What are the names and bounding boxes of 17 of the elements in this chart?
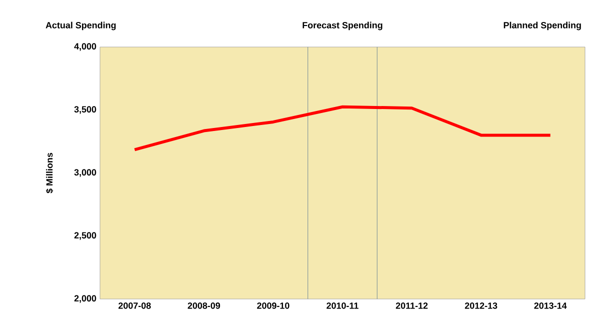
x-tick-label: 2007-08 (118, 302, 151, 309)
y-tick-label: 2,500 (74, 232, 96, 240)
x-tick-label: 2010-11 (326, 302, 358, 309)
y-tick-label: 4,000 (74, 43, 96, 51)
y-axis-title: $ Millions (46, 152, 54, 194)
text: Forecast Spending (302, 22, 382, 30)
x-tick-label: 2013-14 (534, 302, 567, 309)
line-series (133, 105, 552, 152)
text: Planned Spending (504, 22, 581, 30)
x-tick-label: 2012-13 (464, 302, 498, 309)
y-tick-label: 3,500 (74, 106, 96, 114)
x-tick-label: 2011-12 (396, 302, 428, 309)
text: Actual Spending (46, 22, 116, 30)
x-tick-label: 2008-09 (188, 302, 220, 309)
y-tick-label: 2,000 (74, 295, 96, 303)
x-tick-label: 2009-10 (257, 302, 290, 309)
y-tick-label: 3,000 (74, 169, 96, 177)
